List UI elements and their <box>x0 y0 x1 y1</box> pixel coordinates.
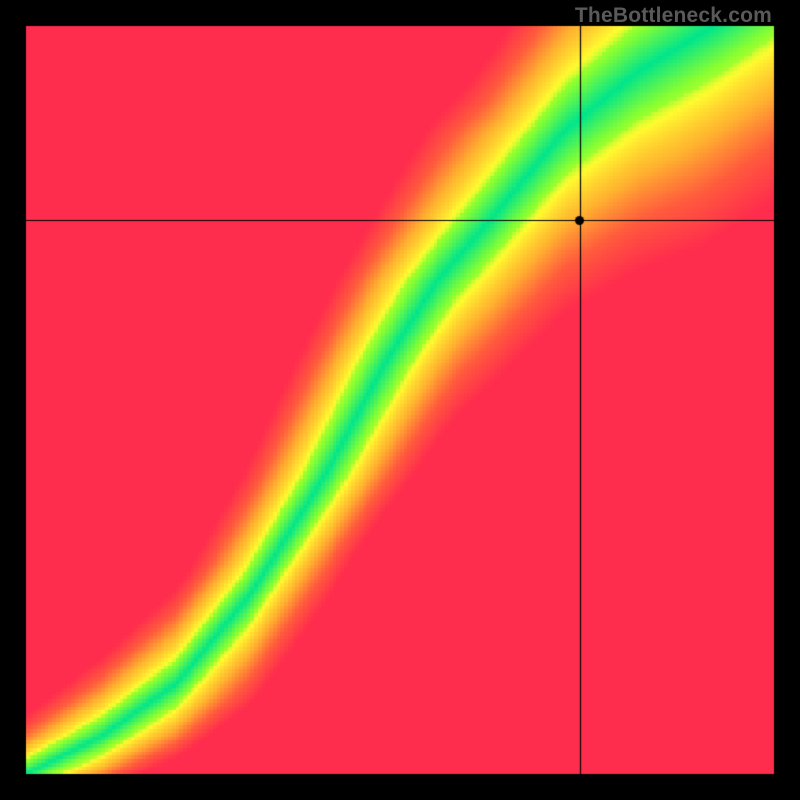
bottleneck-heatmap <box>0 0 800 800</box>
chart-container: { "watermark": "TheBottleneck.com", "can… <box>0 0 800 800</box>
watermark-text: TheBottleneck.com <box>575 4 772 28</box>
